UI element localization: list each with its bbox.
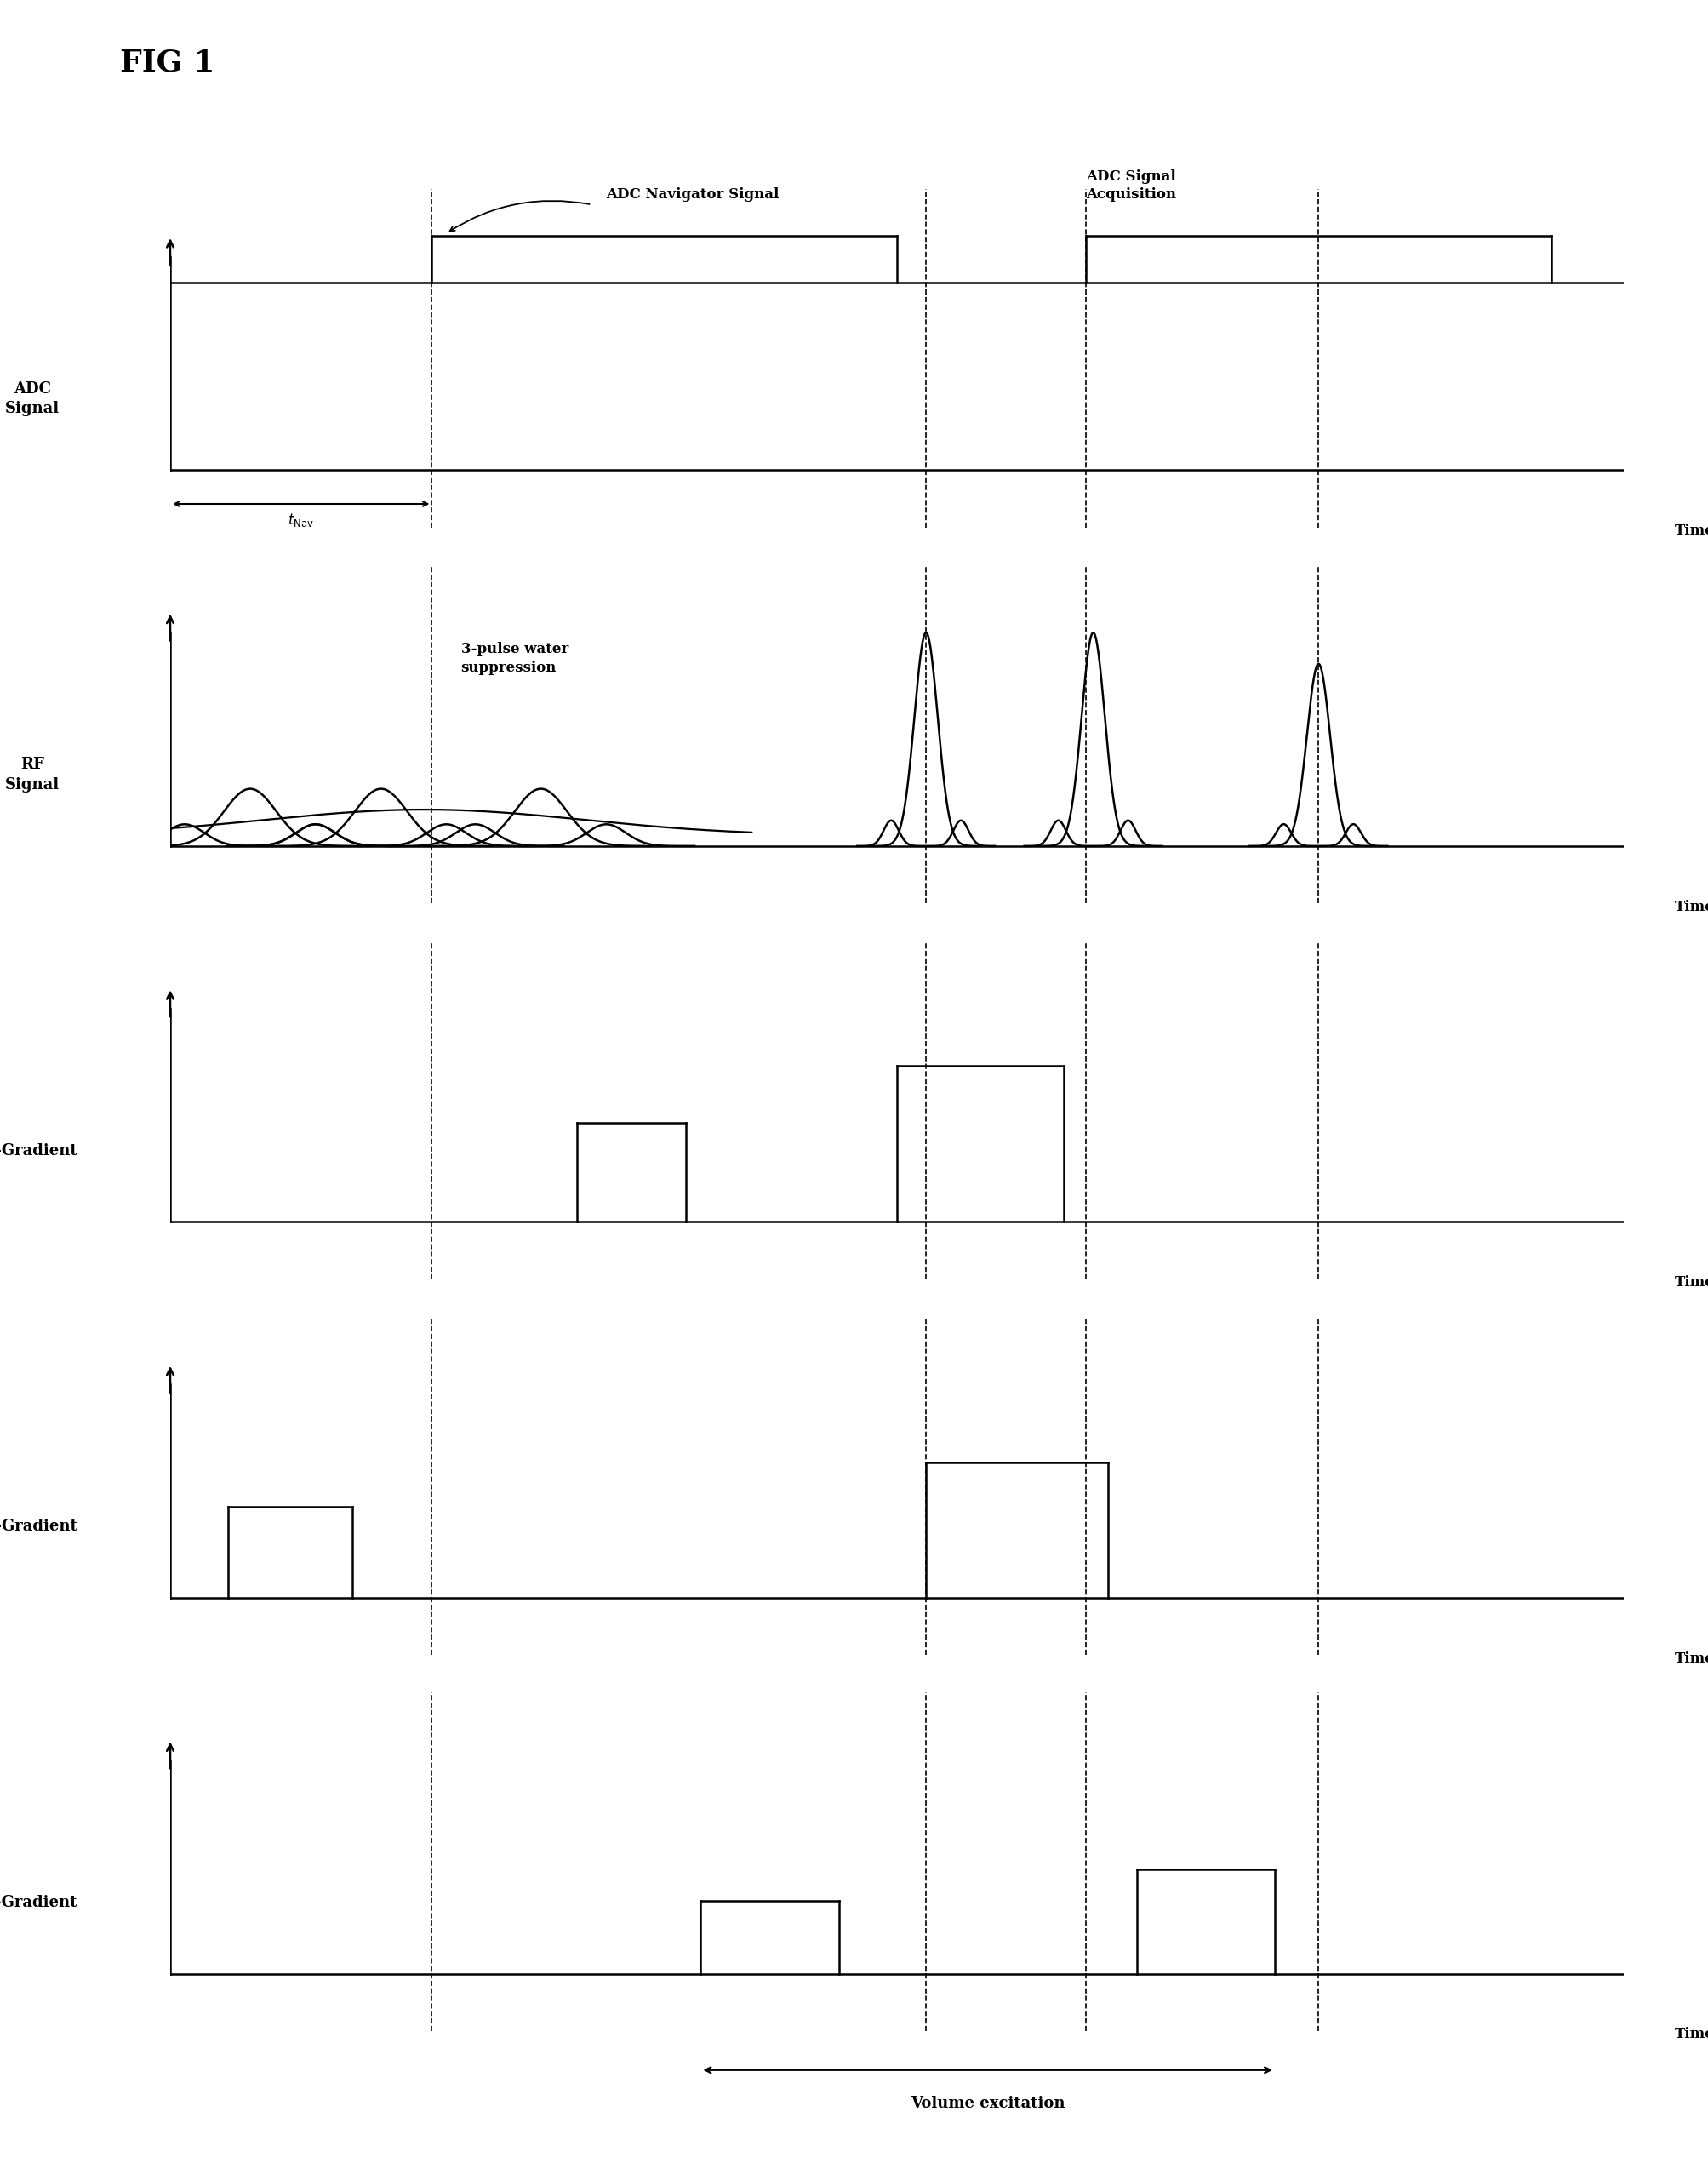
Text: y-Gradient: y-Gradient [0, 1518, 77, 1533]
Text: z-Gradient: z-Gradient [0, 1896, 77, 1911]
Text: x-Gradient: x-Gradient [0, 1143, 77, 1158]
Text: Time: Time [1674, 1651, 1708, 1666]
Text: Time: Time [1674, 523, 1708, 538]
Text: 3-pulse water
suppression: 3-pulse water suppression [461, 642, 569, 675]
Text: $t_\mathrm{Nav}$: $t_\mathrm{Nav}$ [287, 512, 314, 529]
Text: ADC Signal
Acquisition: ADC Signal Acquisition [1085, 169, 1175, 202]
Text: Time: Time [1674, 900, 1708, 913]
Text: Time: Time [1674, 1275, 1708, 1291]
Text: ADC Navigator Signal: ADC Navigator Signal [606, 187, 779, 202]
Text: Volume excitation: Volume excitation [910, 2095, 1064, 2110]
Text: FIG 1: FIG 1 [120, 48, 214, 76]
Text: ADC
Signal: ADC Signal [5, 382, 60, 416]
Text: Time: Time [1674, 2028, 1708, 2041]
Text: RF
Signal: RF Signal [5, 757, 60, 792]
